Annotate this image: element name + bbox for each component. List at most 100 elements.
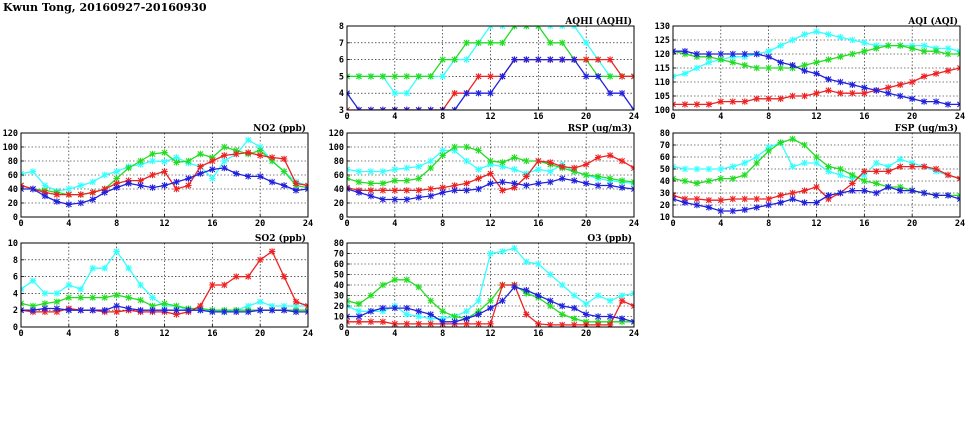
data-point-cyan	[77, 286, 84, 293]
data-point-green	[221, 143, 228, 151]
data-point-blue	[559, 56, 566, 63]
data-point-cyan	[463, 157, 470, 165]
data-point-red	[547, 321, 554, 327]
x-tick-label: 20	[907, 112, 917, 122]
data-point-blue	[717, 207, 725, 215]
data-point-blue	[535, 56, 542, 63]
data-point-blue	[137, 182, 144, 189]
data-point-cyan	[256, 298, 264, 305]
data-point-cyan	[101, 171, 108, 179]
data-point-blue	[582, 180, 590, 187]
data-point-green	[451, 56, 458, 63]
data-point-green	[681, 177, 689, 185]
data-point-red	[221, 281, 228, 289]
x-tick-label: 24	[303, 219, 313, 229]
data-point-red	[149, 171, 156, 179]
x-tick-label: 20	[255, 219, 265, 229]
data-point-blue	[932, 192, 940, 199]
data-point-blue	[161, 182, 168, 189]
x-tick-label: 16	[207, 219, 217, 229]
data-point-red	[53, 191, 61, 198]
data-point-red	[403, 320, 410, 327]
data-point-blue	[113, 184, 120, 191]
data-point-blue	[391, 196, 399, 203]
y-tick-label: 0	[339, 323, 344, 333]
data-point-red	[606, 56, 614, 63]
data-point-blue	[849, 187, 856, 194]
data-point-blue	[837, 189, 844, 197]
data-point-blue	[89, 307, 96, 314]
data-point-red	[547, 159, 554, 166]
data-point-red	[717, 197, 725, 204]
data-point-red	[487, 170, 494, 177]
data-point-green	[280, 168, 288, 175]
data-point-green	[89, 294, 96, 301]
data-point-cyan	[367, 168, 375, 175]
y-tick-label: 115	[655, 64, 670, 74]
data-point-green	[849, 171, 856, 179]
y-tick-label: 3	[339, 106, 344, 116]
series-group	[347, 143, 634, 203]
x-tick-label: 4	[718, 219, 723, 229]
data-point-green	[765, 64, 772, 72]
x-tick-label: 12	[159, 219, 169, 229]
data-point-green	[741, 171, 748, 179]
y-tick-label: 60	[334, 171, 344, 181]
x-tick-label: 12	[159, 329, 169, 339]
data-point-cyan	[89, 178, 96, 186]
data-point-green	[920, 48, 928, 55]
x-tick-label: 16	[533, 112, 543, 122]
data-point-blue	[149, 307, 156, 314]
data-point-blue	[571, 177, 578, 184]
data-point-green	[729, 59, 736, 66]
data-point-blue	[197, 170, 204, 177]
data-point-green	[825, 163, 832, 170]
data-point-green	[837, 53, 844, 60]
data-point-green	[559, 311, 566, 318]
plot-title: FSP (ug/m3)	[895, 123, 958, 134]
x-tick-label: 24	[303, 329, 313, 339]
data-point-red	[185, 182, 192, 189]
data-point-red	[885, 168, 892, 175]
data-point-red	[379, 318, 387, 325]
data-point-green	[65, 294, 73, 301]
data-point-red	[53, 308, 61, 316]
data-point-blue	[439, 189, 446, 196]
data-point-red	[209, 157, 216, 165]
data-point-cyan	[499, 163, 506, 170]
data-point-red	[475, 320, 482, 327]
data-point-cyan	[920, 42, 928, 49]
data-point-red	[765, 95, 772, 102]
data-point-red	[741, 195, 748, 203]
data-point-blue	[813, 199, 820, 206]
data-point-blue	[475, 90, 482, 97]
data-point-blue	[101, 307, 108, 314]
data-point-red	[571, 164, 578, 172]
data-point-green	[125, 294, 132, 301]
data-point-red	[137, 177, 144, 184]
data-point-blue	[753, 50, 760, 58]
y-tick-label: 120	[655, 50, 670, 60]
data-point-blue	[113, 302, 120, 310]
data-point-cyan	[161, 158, 168, 165]
data-point-blue	[729, 207, 736, 215]
data-point-cyan	[693, 64, 701, 72]
data-point-cyan	[705, 165, 713, 173]
data-point-green	[113, 175, 120, 182]
data-point-green	[233, 147, 240, 154]
data-point-blue	[451, 318, 458, 325]
data-point-blue	[209, 166, 216, 173]
data-point-green	[463, 39, 470, 46]
data-point-blue	[53, 305, 61, 312]
data-point-blue	[41, 305, 49, 312]
data-point-red	[197, 302, 204, 310]
data-point-green	[765, 147, 772, 155]
data-point-blue	[606, 313, 614, 320]
data-point-blue	[547, 297, 554, 304]
data-point-red	[173, 311, 180, 318]
data-point-blue	[245, 173, 252, 180]
x-tick-label: 16	[207, 329, 217, 339]
data-point-cyan	[355, 308, 363, 315]
x-tick-label: 16	[859, 112, 869, 122]
y-tick-label: 10	[8, 239, 18, 249]
